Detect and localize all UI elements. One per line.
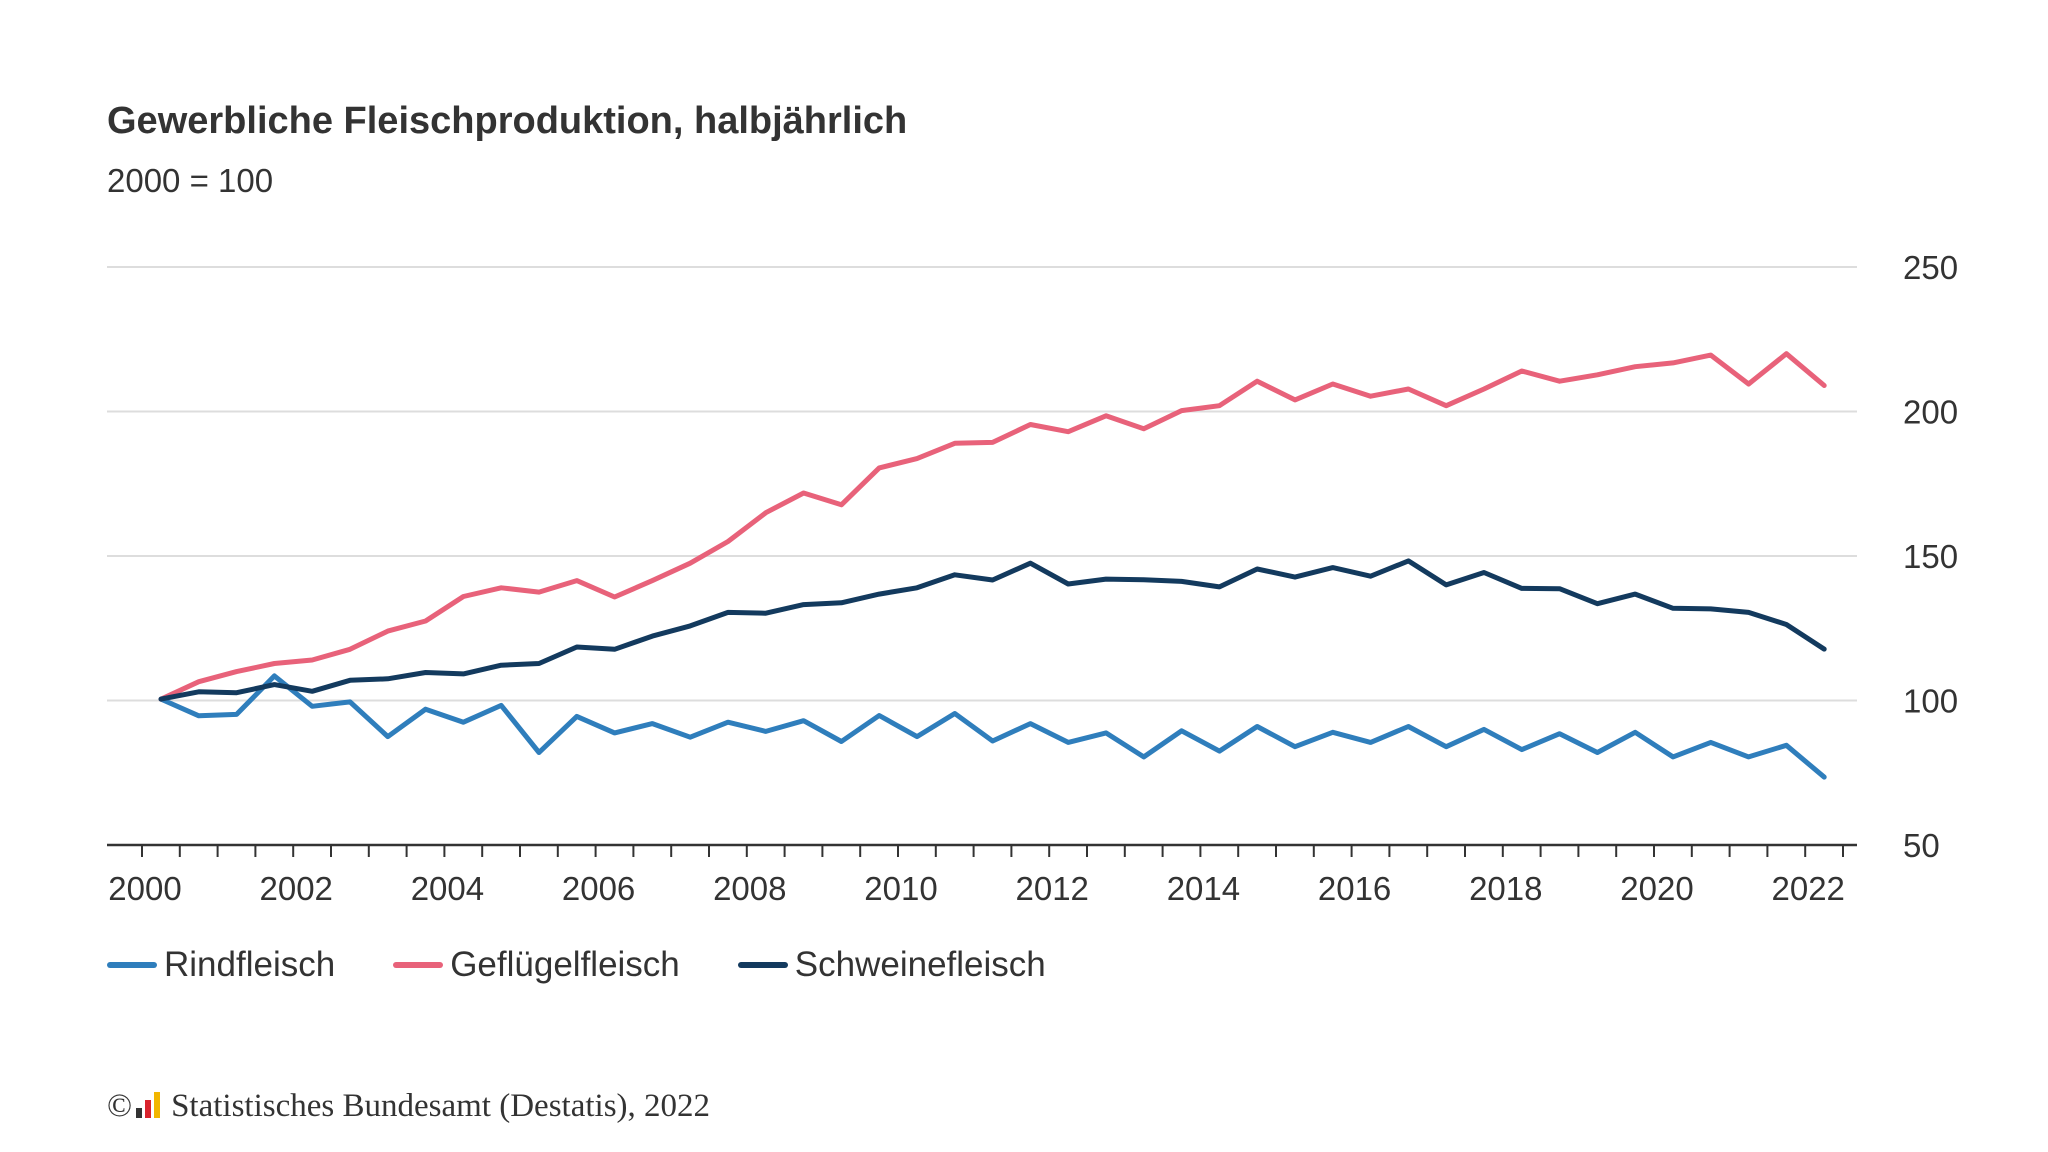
series-line-schweinefleisch[interactable] [158,558,1827,702]
y-tick-label: 50 [1903,827,1940,864]
legend-label-rindfleisch: Rindfleisch [164,945,336,984]
legend-item-schweinefleisch[interactable]: Schweinefleisch [737,945,1046,985]
x-tick-label: 2014 [1167,870,1240,907]
x-tick-label: 2020 [1620,870,1693,907]
legend-swatch-schweinefleisch [737,962,788,968]
y-tick-label: 100 [1903,683,1958,720]
gridlines [107,266,1857,702]
source-footer: © Statistisches Bundesamt (Destatis), 20… [107,1088,710,1125]
legend-item-gefluegelfleisch[interactable]: Geflügelfleisch [393,945,680,985]
legend-item-rindfleisch[interactable]: Rindfleisch [107,945,335,985]
x-tick-label: 2006 [562,870,635,907]
x-tick-label: 2016 [1318,870,1391,907]
y-axis-tick-labels: 250 200 150 100 50 [1903,249,1958,864]
chart-subtitle: 2000 = 100 [107,162,274,199]
x-tick-label: 2010 [864,870,937,907]
x-tick-label: 2004 [411,870,484,907]
x-tick-label: 2022 [1771,870,1844,907]
legend-swatch-rindfleisch [107,962,157,968]
series-lines [158,351,1827,780]
source-text: Statistisches Bundesamt (Destatis), 2022 [171,1088,711,1124]
destatis-logo-icon [136,1091,163,1118]
chart-title: Gewerbliche Fleischproduktion, halbjährl… [107,100,908,142]
legend: Rindfleisch Geflügelfleisch Schweineflei… [107,945,1104,985]
series-line-rindfleisch[interactable] [158,673,1827,780]
y-tick-label: 150 [1903,538,1958,575]
y-tick-label: 200 [1903,394,1958,431]
x-tick-label: 2002 [259,870,332,907]
x-axis: 2000 2002 2004 2006 2008 2010 2012 2014 2016 2018… [107,843,1857,907]
x-tick-label: 2000 [108,870,181,907]
legend-swatch-gefluegelfleisch [393,962,444,968]
legend-label-schweinefleisch: Schweinefleisch [794,945,1046,984]
legend-label-gefluegelfleisch: Geflügelfleisch [450,945,680,984]
x-tick-label: 2012 [1015,870,1088,907]
x-tick-label: 2008 [713,870,786,907]
copyright-symbol: © [107,1088,133,1124]
series-line-geflügelfleisch[interactable] [158,351,1827,702]
x-tick-label: 2018 [1469,870,1542,907]
y-tick-label: 250 [1903,249,1958,286]
